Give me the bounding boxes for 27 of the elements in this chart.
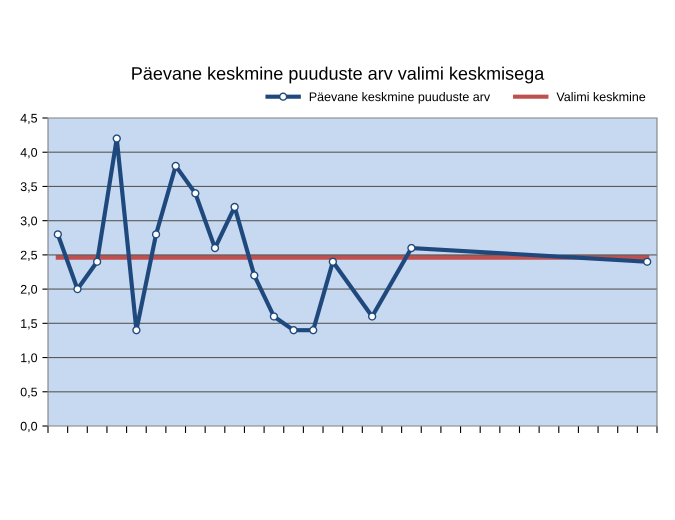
y-tick-label: 4,5 xyxy=(20,114,38,124)
y-tick-label: 2,0 xyxy=(20,284,38,296)
point xyxy=(92,258,102,266)
point xyxy=(407,244,416,252)
point xyxy=(328,258,338,266)
y-tick-label: 0,0 xyxy=(20,422,38,432)
point xyxy=(270,312,278,321)
y-tick-label: 3,5 xyxy=(20,182,38,193)
y-tick-label: 0,5 xyxy=(20,388,38,398)
y-tick-label: 2,5 xyxy=(20,250,38,262)
point xyxy=(289,326,298,334)
y-tick-label: 3,0 xyxy=(20,216,38,227)
legend-label: Valimi keskmine xyxy=(556,92,646,102)
y-tick-label: 1,0 xyxy=(21,353,38,364)
point xyxy=(54,230,62,239)
legend-label: Päevane keskmine puuduste arv xyxy=(310,92,490,104)
y-tick-label: 1,5 xyxy=(21,319,38,330)
chart-title: Päevane keskmine puuduste arv valimi keskmisega xyxy=(132,66,544,84)
point xyxy=(191,189,200,198)
point xyxy=(309,326,318,334)
point xyxy=(132,326,141,334)
point xyxy=(250,271,258,280)
point xyxy=(152,230,160,239)
y-tick-label: 4,0 xyxy=(20,148,38,158)
point xyxy=(112,134,121,143)
point xyxy=(643,258,652,266)
point xyxy=(368,312,376,321)
